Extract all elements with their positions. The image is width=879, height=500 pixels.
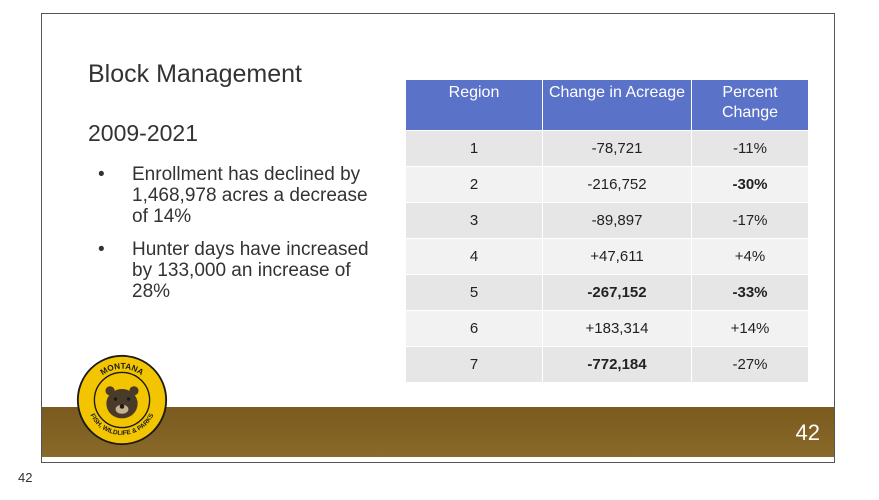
table-row: 4 +47,611 +4% (406, 238, 808, 275)
table-row: 1 -78,721 -11% (406, 130, 808, 167)
percent-cell: -33% (691, 274, 808, 311)
slide-subtitle: 2009-2021 (88, 120, 198, 146)
acreage-cell: -78,721 (542, 130, 692, 167)
table-row: 3 -89,897 -17% (406, 202, 808, 239)
slide-title: Block Management (88, 60, 303, 88)
acreage-table: Region Change in Acreage Percent Change … (406, 80, 808, 382)
table-row: 7 -772,184 -27% (406, 346, 808, 382)
acreage-cell: -89,897 (542, 202, 692, 239)
acreage-cell: -267,152 (542, 274, 692, 311)
percent-cell: -30% (691, 166, 808, 203)
slide-number: 42 (795, 420, 820, 445)
bullet-item: Enrollment has declined by 1,468,978 acr… (98, 164, 388, 227)
table-row: 6 +183,314 +14% (406, 310, 808, 347)
column-header-acreage: Change in Acreage (542, 80, 692, 131)
percent-cell: -27% (691, 346, 808, 382)
table-row: 2 -216,752 -30% (406, 166, 808, 203)
percent-cell: -11% (691, 130, 808, 167)
table-row: 5 -267,152 -33% (406, 274, 808, 311)
region-cell: 7 (406, 346, 543, 382)
region-cell: 5 (406, 274, 543, 311)
acreage-cell: +183,314 (542, 310, 692, 347)
footer-bar: 42 (42, 407, 834, 457)
table-header-row: Region Change in Acreage Percent Change (406, 80, 808, 131)
region-cell: 3 (406, 202, 543, 239)
bear-icon (105, 386, 139, 419)
percent-cell: +14% (691, 310, 808, 347)
column-header-percent: Percent Change (691, 80, 808, 131)
page-number: 42 (18, 470, 33, 485)
bullet-item: Hunter days have increased by 133,000 an… (98, 239, 388, 302)
region-cell: 1 (406, 130, 543, 167)
montana-fwp-logo: MONTANA FISH, WILDLIFE & PARKS (76, 354, 168, 446)
bullet-list: Enrollment has declined by 1,468,978 acr… (98, 164, 388, 314)
acreage-cell: -772,184 (542, 346, 692, 382)
percent-cell: +4% (691, 238, 808, 275)
region-cell: 6 (406, 310, 543, 347)
region-cell: 4 (406, 238, 543, 275)
acreage-cell: -216,752 (542, 166, 692, 203)
region-cell: 2 (406, 166, 543, 203)
slide: Block Management 2009-2021 Enrollment ha… (41, 13, 835, 463)
column-header-region: Region (406, 80, 543, 131)
percent-cell: -17% (691, 202, 808, 239)
acreage-cell: +47,611 (542, 238, 692, 275)
